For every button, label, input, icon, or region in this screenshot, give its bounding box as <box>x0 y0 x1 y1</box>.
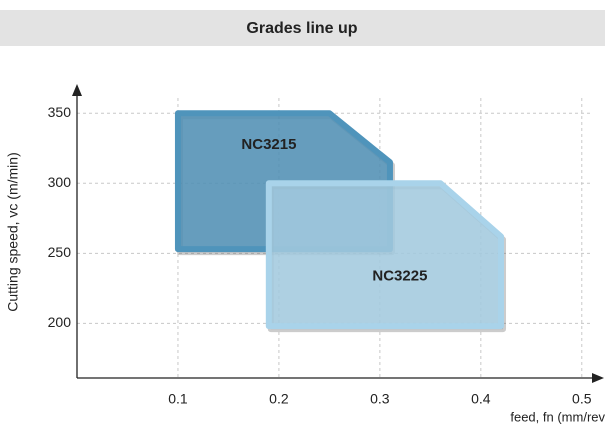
x-tick-label: 0.4 <box>471 391 491 407</box>
x-tick-label: 0.5 <box>572 391 592 407</box>
y-arrow <box>72 84 82 96</box>
legend-label: NC3215 <box>241 136 296 153</box>
y-tick-label: 350 <box>48 104 72 120</box>
y-tick-label: 300 <box>48 174 72 190</box>
chart-title: Grades line up <box>246 20 357 37</box>
grade-area <box>265 180 505 330</box>
x-arrow <box>592 373 604 383</box>
y-axis-label: Cutting speed, vc (m/min) <box>5 152 21 312</box>
x-tick-label: 0.1 <box>168 391 188 407</box>
y-tick-label: 250 <box>48 244 72 260</box>
x-tick-label: 0.3 <box>370 391 390 407</box>
header-band <box>0 10 605 46</box>
legend-label: NC3225 <box>372 268 427 285</box>
x-axis-label: feed, fn (mm/rev <box>510 409 605 424</box>
x-tick-label: 0.2 <box>269 391 289 407</box>
y-tick-label: 200 <box>48 314 72 330</box>
